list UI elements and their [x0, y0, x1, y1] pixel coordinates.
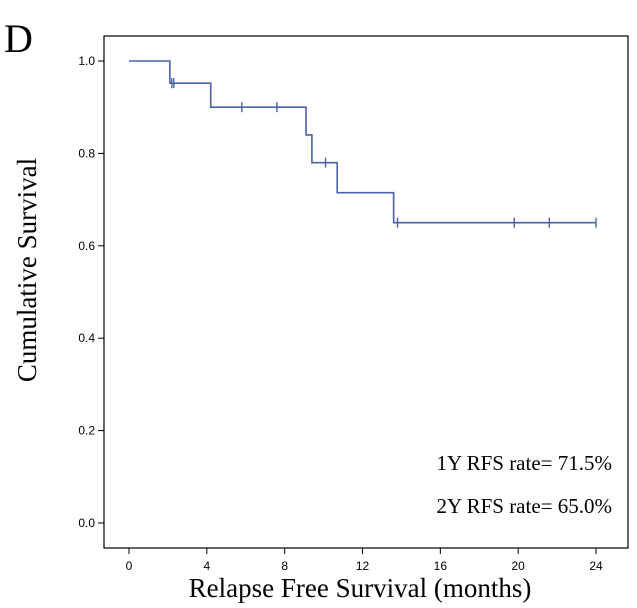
y-axis-title: Cumulative Survival	[12, 158, 42, 382]
y-axis: 0.0 0.2 0.4 0.6 0.8 1.0	[78, 54, 104, 530]
plot-frame	[103, 35, 629, 549]
y-tick-label: 0.2	[78, 424, 95, 438]
annotation-2y-rfs: 2Y RFS rate= 65.0%	[436, 494, 612, 518]
panel-label: D	[4, 16, 33, 61]
annotation-1y-rfs: 1Y RFS rate= 71.5%	[436, 451, 612, 475]
censor-marks	[171, 78, 597, 228]
y-tick-label: 0.6	[78, 239, 95, 253]
x-tick-label: 16	[434, 559, 448, 573]
x-axis-title: Relapse Free Survival (months)	[189, 573, 532, 603]
y-tick-label: 0.4	[78, 331, 95, 345]
y-tick-label: 1.0	[78, 54, 95, 68]
x-tick-label: 20	[511, 559, 525, 573]
x-tick-label: 0	[126, 559, 133, 573]
y-tick-label: 0.0	[78, 516, 95, 530]
x-tick-label: 24	[589, 559, 603, 573]
x-tick-label: 8	[281, 559, 288, 573]
y-tick-label: 0.8	[78, 146, 95, 160]
survival-curve	[129, 60, 596, 224]
x-tick-label: 12	[356, 559, 370, 573]
x-axis: 0 4 8 12 16 20 24	[126, 548, 603, 573]
x-tick-label: 4	[203, 559, 210, 573]
